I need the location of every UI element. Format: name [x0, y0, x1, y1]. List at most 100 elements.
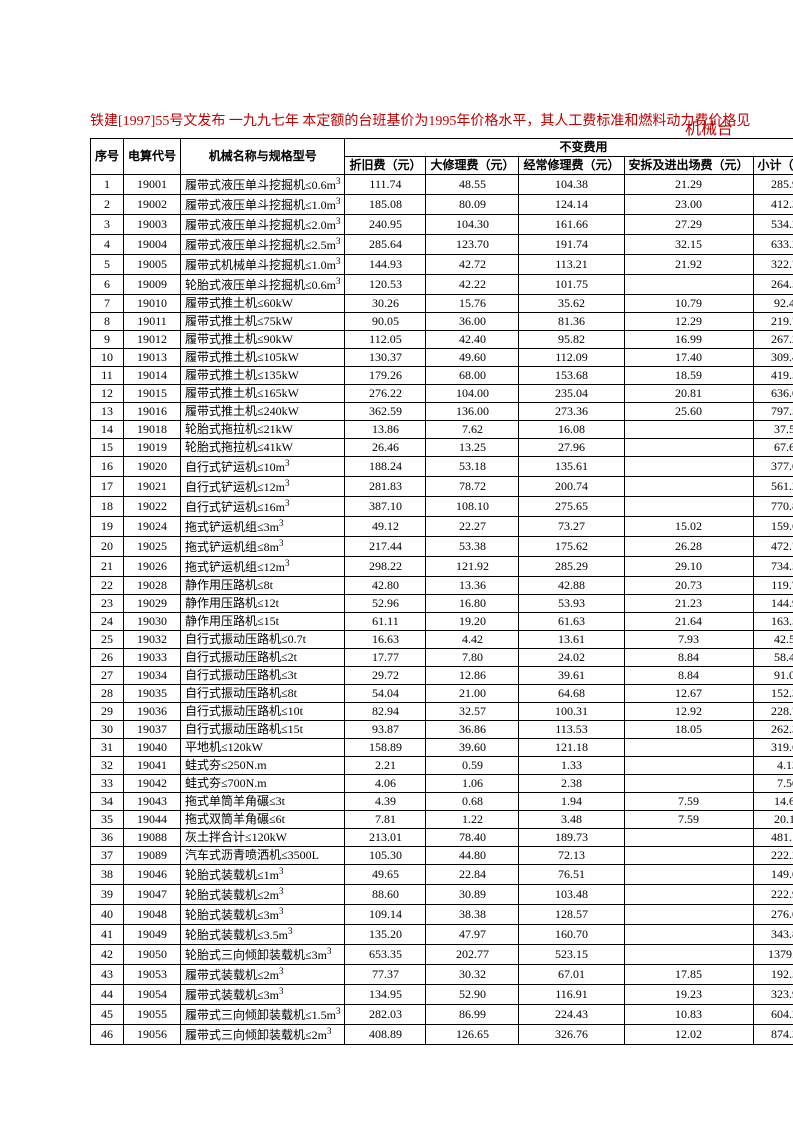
th-fixed-group: 不变费用 [345, 139, 793, 157]
table-row: 219002履带式液压单斗挖掘机≤1.0m3185.0880.09124.142… [91, 195, 793, 215]
table-row: 3219041蛙式夯≤250N.m2.210.591.334.13 [91, 757, 793, 775]
cell-subtotal: 309.46 [753, 349, 793, 367]
table-row: 819011履带式推土机≤75kW90.0536.0081.3612.29219… [91, 313, 793, 331]
cell-code: 19050 [124, 945, 181, 965]
cell-routine: 160.70 [519, 925, 624, 945]
cell-dismantle: 21.23 [624, 595, 753, 613]
table-row: 1619020自行式铲运机≤10m3188.2453.18135.61377.0… [91, 457, 793, 477]
cell-dismantle [624, 905, 753, 925]
cell-seq: 36 [91, 829, 124, 847]
cell-routine: 24.02 [519, 649, 624, 667]
cell-dismantle: 18.59 [624, 367, 753, 385]
cell-dep: 240.95 [345, 215, 426, 235]
cell-code: 19042 [124, 775, 181, 793]
cell-routine: 326.76 [519, 1025, 624, 1045]
cell-dismantle: 23.00 [624, 195, 753, 215]
cell-name: 轮胎式装载机≤1m3 [181, 865, 345, 885]
table-row: 3119040平地机≤120kW158.8939.60121.18319.672… [91, 739, 793, 757]
cell-code: 19088 [124, 829, 181, 847]
cell-dismantle [624, 739, 753, 757]
cell-repair: 4.42 [426, 631, 519, 649]
cell-subtotal: 67.67 [753, 439, 793, 457]
cell-subtotal: 276.09 [753, 905, 793, 925]
cell-subtotal: 20.10 [753, 811, 793, 829]
table-row: 719010履带式推土机≤60kW30.2615.7635.6210.7992.… [91, 295, 793, 313]
cell-routine: 101.75 [519, 275, 624, 295]
cell-repair: 123.70 [426, 235, 519, 255]
cell-routine: 61.63 [519, 613, 624, 631]
cell-subtotal: 481.14 [753, 829, 793, 847]
cell-repair: 42.72 [426, 255, 519, 275]
cell-routine: 113.53 [519, 721, 624, 739]
cell-code: 19003 [124, 215, 181, 235]
cell-repair: 0.59 [426, 757, 519, 775]
cell-dep: 26.46 [345, 439, 426, 457]
cell-name: 拖式铲运机组≤3m3 [181, 517, 345, 537]
cell-name: 轮胎式拖拉机≤21kW [181, 421, 345, 439]
cell-code: 19041 [124, 757, 181, 775]
cell-dismantle [624, 421, 753, 439]
cell-name: 静作用压路机≤12t [181, 595, 345, 613]
cell-subtotal: 534.20 [753, 215, 793, 235]
cell-dep: 2.21 [345, 757, 426, 775]
cell-repair: 19.20 [426, 613, 519, 631]
cell-routine: 39.61 [519, 667, 624, 685]
cell-seq: 4 [91, 235, 124, 255]
table-row: 4619056履带式三向倾卸装载机≤2m3408.89126.65326.761… [91, 1025, 793, 1045]
cell-code: 19029 [124, 595, 181, 613]
cell-code: 19037 [124, 721, 181, 739]
th-seq: 序号 [91, 139, 124, 175]
cell-seq: 15 [91, 439, 124, 457]
cell-seq: 44 [91, 985, 124, 1005]
cell-subtotal: 144.92 [753, 595, 793, 613]
cell-repair: 202.77 [426, 945, 519, 965]
cell-dep: 49.12 [345, 517, 426, 537]
cell-dep: 285.64 [345, 235, 426, 255]
cell-routine: 112.09 [519, 349, 624, 367]
cell-dep: 408.89 [345, 1025, 426, 1045]
cell-dismantle [624, 497, 753, 517]
cell-code: 19018 [124, 421, 181, 439]
table-row: 1519019轮胎式拖拉机≤41kW26.4613.2527.9667.671.… [91, 439, 793, 457]
cell-routine: 1.33 [519, 757, 624, 775]
cell-code: 19025 [124, 537, 181, 557]
cell-code: 19049 [124, 925, 181, 945]
table-row: 3619088灰土拌合计≤120kW213.0178.40189.73481.1… [91, 829, 793, 847]
cell-routine: 72.13 [519, 847, 624, 865]
cell-dep: 179.26 [345, 367, 426, 385]
cell-code: 19002 [124, 195, 181, 215]
cell-code: 19014 [124, 367, 181, 385]
cell-dep: 130.37 [345, 349, 426, 367]
cell-name: 履带式液压单斗挖掘机≤2.5m3 [181, 235, 345, 255]
cell-dismantle: 21.92 [624, 255, 753, 275]
cell-subtotal: 92.43 [753, 295, 793, 313]
cell-subtotal: 633.23 [753, 235, 793, 255]
cell-seq: 38 [91, 865, 124, 885]
cell-name: 履带式推土机≤60kW [181, 295, 345, 313]
cell-repair: 48.55 [426, 175, 519, 195]
cell-seq: 13 [91, 403, 124, 421]
cell-repair: 68.00 [426, 367, 519, 385]
table-row: 2419030静作用压路机≤15t61.1119.2061.6321.64163… [91, 613, 793, 631]
cell-routine: 27.96 [519, 439, 624, 457]
cell-repair: 104.30 [426, 215, 519, 235]
table-row: 2719034自行式振动压路机≤3t29.7212.8639.618.8491.… [91, 667, 793, 685]
cell-code: 19009 [124, 275, 181, 295]
table-row: 319003履带式液压单斗挖掘机≤2.0m3240.95104.30161.66… [91, 215, 793, 235]
cell-code: 19011 [124, 313, 181, 331]
cell-name: 履带式液压单斗挖掘机≤1.0m3 [181, 195, 345, 215]
cell-name: 蛙式夯≤250N.m [181, 757, 345, 775]
cell-code: 19001 [124, 175, 181, 195]
cell-subtotal: 412.31 [753, 195, 793, 215]
cell-repair: 36.86 [426, 721, 519, 739]
cell-subtotal: 219.70 [753, 313, 793, 331]
cell-seq: 27 [91, 667, 124, 685]
cell-subtotal: 149.00 [753, 865, 793, 885]
cell-code: 19010 [124, 295, 181, 313]
cell-repair: 16.80 [426, 595, 519, 613]
cell-dep: 387.10 [345, 497, 426, 517]
cell-code: 19056 [124, 1025, 181, 1045]
cell-routine: 121.18 [519, 739, 624, 757]
cell-repair: 86.99 [426, 1005, 519, 1025]
cell-repair: 1.22 [426, 811, 519, 829]
